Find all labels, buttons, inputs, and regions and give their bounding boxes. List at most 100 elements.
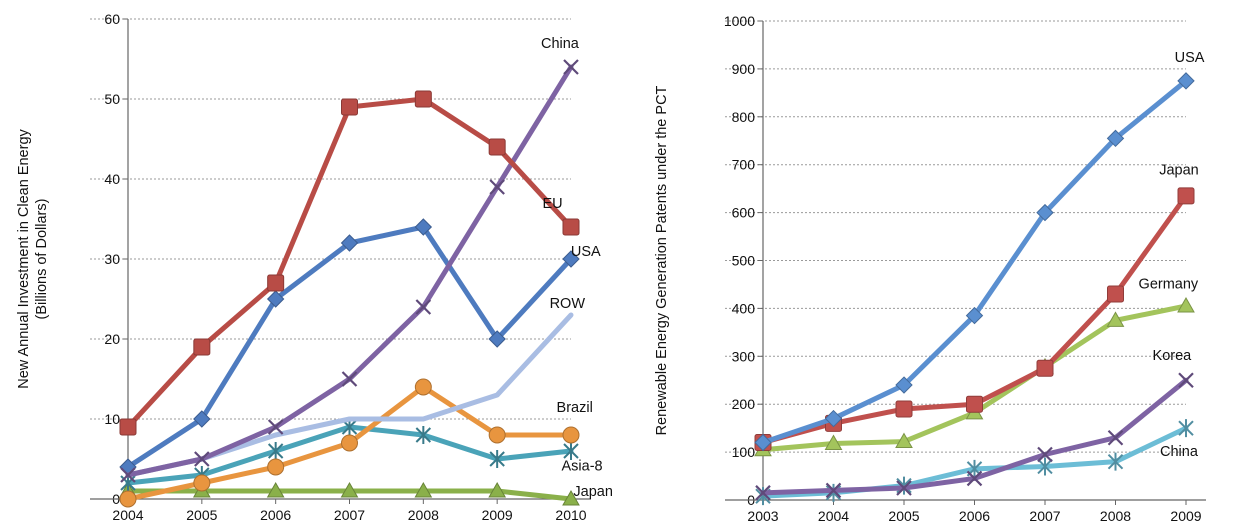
investment-y-tick-label: 60 xyxy=(104,11,120,27)
patents-x-tick-label: 2003 xyxy=(747,508,778,524)
investment-y-tick-label: 10 xyxy=(104,411,120,427)
data-point-japan xyxy=(1107,285,1124,303)
data-point-brazil xyxy=(119,490,137,508)
data-point-usa xyxy=(965,306,984,325)
patents-y-tick-label: 500 xyxy=(732,253,756,269)
data-point-usa xyxy=(340,234,359,252)
investment-y-tick-label: 20 xyxy=(104,331,120,347)
patents-x-tick-label: 2009 xyxy=(1170,508,1201,524)
data-point-usa xyxy=(266,290,285,308)
data-point-brazil xyxy=(562,426,580,444)
patents-x-axis: 2003 2004 2005 2006 2007 2008 2009 xyxy=(725,499,1206,524)
data-point-china xyxy=(194,451,210,467)
data-point-eu xyxy=(193,338,211,356)
series-usa xyxy=(754,72,1195,452)
data-point-japan xyxy=(1177,187,1195,205)
data-point-asia-8 xyxy=(563,442,579,460)
data-point-korea xyxy=(1178,372,1194,389)
investment-y-tick-label: 50 xyxy=(104,91,120,107)
investment-y-tick-label: 40 xyxy=(104,171,120,187)
data-point-china xyxy=(1037,457,1053,476)
data-point-china xyxy=(341,371,358,387)
series-label-usa: USA xyxy=(571,244,601,260)
data-point-japan xyxy=(895,400,913,418)
data-point-eu xyxy=(267,274,285,292)
series-china xyxy=(120,59,579,483)
series-label-china: China xyxy=(541,36,580,52)
data-point-japan xyxy=(562,489,580,506)
investment-x-axis: 2004 2005 2006 2007 2008 2009 2010 xyxy=(90,498,591,523)
data-point-china xyxy=(120,467,136,483)
data-point-usa xyxy=(754,433,772,452)
patents-y-tick-label: 700 xyxy=(732,157,756,173)
patents-y-tick-label: 100 xyxy=(732,444,756,460)
patents-series xyxy=(754,72,1195,506)
patents-y-axis-title: Renewable Energy Generation Patents unde… xyxy=(654,85,670,435)
data-point-asia-8 xyxy=(489,450,505,468)
data-point-korea xyxy=(1037,446,1053,463)
patents-y-tick-label: 900 xyxy=(732,61,756,77)
data-point-eu xyxy=(341,98,358,116)
patents-x-tick-label: 2007 xyxy=(1029,508,1060,524)
investment-y-axis-title: New Annual Investment in Clean Energy xyxy=(16,128,32,388)
data-point-japan xyxy=(1036,359,1054,377)
data-point-germany xyxy=(1177,296,1195,313)
data-point-china xyxy=(1178,419,1194,438)
series-label-asia-8: Asia-8 xyxy=(562,458,603,474)
investment-series-labels: China EU USA ROW Brazil Asia-8 Japan xyxy=(541,36,613,500)
patents-x-tick-label: 2006 xyxy=(959,508,990,524)
data-point-china xyxy=(267,419,284,435)
data-point-brazil xyxy=(193,474,211,492)
investment-series xyxy=(119,59,580,508)
series-korea xyxy=(755,372,1194,501)
patents-y-tick-label: 1000 xyxy=(724,13,755,29)
data-point-usa xyxy=(1036,203,1054,222)
series-label-korea: Korea xyxy=(1153,348,1193,364)
data-point-korea xyxy=(966,470,983,487)
patents-x-tick-label: 2005 xyxy=(888,508,919,524)
patents-y-tick-label: 600 xyxy=(732,205,756,221)
patents-y-tick-label: 300 xyxy=(732,348,756,364)
data-point-usa xyxy=(193,410,211,428)
data-point-germany xyxy=(895,432,913,449)
data-point-china xyxy=(1107,452,1124,471)
investment-x-tick-label: 2004 xyxy=(112,507,143,523)
investment-x-tick-label: 2009 xyxy=(482,507,513,523)
data-point-korea xyxy=(1107,429,1124,446)
data-point-asia-8 xyxy=(267,442,284,460)
series-brazil xyxy=(119,378,580,508)
series-label-germany: Germany xyxy=(1139,276,1199,292)
data-point-eu xyxy=(488,138,506,156)
investment-y-axis-title: (Billions of Dollars) xyxy=(34,199,50,320)
investment-x-tick-label: 2008 xyxy=(408,507,439,523)
investment-x-tick-label: 2005 xyxy=(186,507,217,523)
series-label-usa: USA xyxy=(1175,50,1205,66)
patents-x-tick-label: 2004 xyxy=(818,508,849,524)
patents-y-tick-label: 200 xyxy=(732,396,756,412)
data-point-eu xyxy=(119,418,137,436)
data-point-usa xyxy=(488,330,506,348)
data-point-japan xyxy=(414,481,433,498)
data-point-eu xyxy=(562,218,580,236)
data-point-japan xyxy=(266,481,285,498)
data-point-china xyxy=(415,299,432,315)
series-label-row: ROW xyxy=(550,296,586,312)
series-label-japan: Japan xyxy=(1159,162,1199,178)
data-point-brazil xyxy=(341,434,358,452)
data-point-usa xyxy=(562,250,580,268)
data-point-germany xyxy=(824,434,843,450)
investment-gridlines xyxy=(90,18,571,420)
data-point-korea xyxy=(755,485,771,501)
series-line-usa xyxy=(760,78,1189,446)
series-germany xyxy=(754,296,1195,457)
investment-x-tick-label: 2010 xyxy=(555,507,586,523)
series-label-china: China xyxy=(1160,444,1199,460)
data-point-brazil xyxy=(414,378,432,396)
patents-series-labels: USA Japan Germany Korea China xyxy=(1139,50,1205,460)
data-point-usa xyxy=(1177,72,1195,90)
data-point-japan xyxy=(488,481,507,498)
data-point-brazil xyxy=(488,426,506,444)
data-point-china xyxy=(563,59,579,75)
